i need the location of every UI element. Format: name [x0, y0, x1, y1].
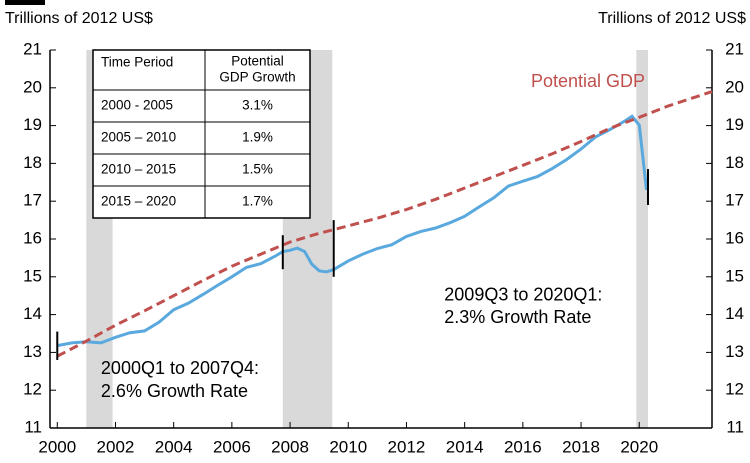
- table-header: Potential: [231, 54, 284, 69]
- x-tick-label: 2012: [388, 437, 426, 456]
- x-tick-label: 2020: [620, 437, 658, 456]
- table-cell: 2010 – 2015: [101, 162, 176, 177]
- x-tick-label: 2004: [155, 437, 193, 456]
- x-tick-label: 2016: [504, 437, 542, 456]
- y-tick-label: 13: [23, 342, 42, 361]
- y-tick-label: 19: [23, 115, 42, 134]
- series-label: Potential GDP: [531, 71, 645, 91]
- y2-tick-label: 18: [725, 153, 744, 172]
- y2-tick-label: 14: [725, 304, 744, 323]
- y2-tick-label: 17: [725, 191, 744, 210]
- y2-tick-label: 19: [725, 115, 744, 134]
- table-cell: 3.1%: [242, 98, 273, 113]
- y-tick-label: 11: [24, 417, 42, 436]
- y2-tick-label: 11: [726, 417, 744, 436]
- x-tick-label: 2006: [213, 437, 251, 456]
- y-tick-label: 18: [23, 153, 42, 172]
- y-tick-label: 17: [23, 191, 42, 210]
- table-cell: 2015 – 2020: [101, 194, 176, 209]
- y-tick-label: 12: [23, 380, 42, 399]
- x-tick-label: 2014: [446, 437, 484, 456]
- y-axis-label: Trillions of 2012 US$: [5, 10, 153, 27]
- x-tick-label: 2002: [97, 437, 135, 456]
- y2-tick-label: 12: [725, 380, 744, 399]
- y2-tick-label: 16: [725, 228, 744, 247]
- y-tick-label: 14: [23, 304, 42, 323]
- annotation: 2.3% Growth Rate: [444, 307, 591, 327]
- y-tick-label: 16: [23, 228, 42, 247]
- annotation: 2009Q3 to 2020Q1:: [444, 284, 602, 304]
- table-header: GDP Growth: [219, 70, 295, 85]
- table-cell: 1.5%: [242, 162, 273, 177]
- x-tick-label: 2000: [38, 437, 76, 456]
- annotation: 2.6% Growth Rate: [101, 381, 248, 401]
- y-tick-label: 20: [23, 77, 42, 96]
- table-cell: 1.9%: [242, 130, 273, 145]
- table-frame: [92, 49, 311, 219]
- x-tick-label: 2010: [329, 437, 367, 456]
- y-tick-label: 21: [23, 39, 42, 58]
- y2-tick-label: 20: [725, 77, 744, 96]
- table-cell: 2000 - 2005: [101, 98, 173, 113]
- table-cell: 1.7%: [242, 194, 273, 209]
- y2-tick-label: 21: [725, 39, 744, 58]
- y2-tick-label: 15: [725, 266, 744, 285]
- corner-mark: [5, 0, 45, 5]
- recession-band: [636, 50, 648, 428]
- table-cell: 2005 – 2010: [101, 130, 176, 145]
- table-header: Time Period: [101, 55, 173, 70]
- series-line: [56, 90, 713, 358]
- x-tick-label: 2018: [562, 437, 600, 456]
- y2-axis-label: Trillions of 2012 US$: [598, 10, 746, 27]
- annotation: 2000Q1 to 2007Q4:: [101, 358, 259, 378]
- x-tick-label: 2008: [271, 437, 309, 456]
- y2-tick-label: 13: [725, 342, 744, 361]
- y-tick-label: 15: [23, 266, 42, 285]
